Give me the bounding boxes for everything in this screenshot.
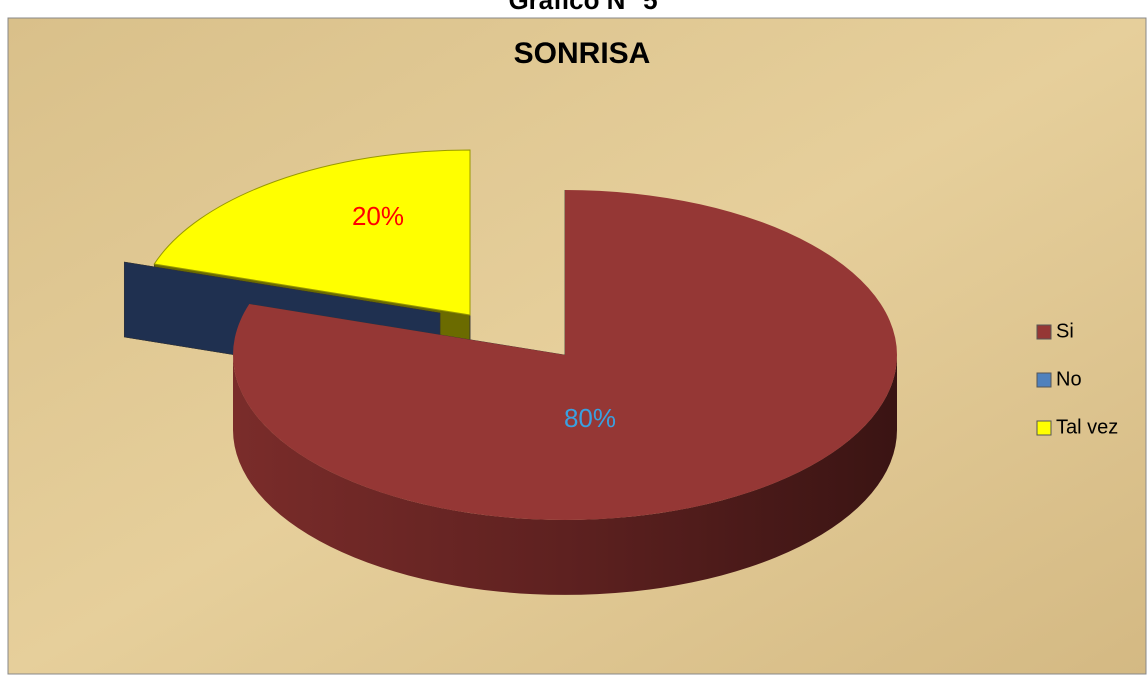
legend-label: No (1056, 368, 1082, 390)
data-label: 20% (352, 201, 404, 231)
heading: Gráfico N° 5 (508, 0, 657, 15)
slice (233, 190, 898, 595)
legend-label: Si (1056, 320, 1074, 342)
legend-swatch (1036, 420, 1052, 436)
legend: Si No Tal vez (1036, 320, 1118, 438)
legend-swatch (1036, 324, 1052, 340)
slice-side (233, 355, 897, 595)
legend-swatch (1036, 372, 1052, 388)
legend-label: Tal vez (1056, 416, 1118, 438)
slice-top (233, 190, 898, 520)
slice-top (153, 149, 471, 316)
data-label: 80% (564, 403, 616, 433)
pie: 20% 80% (123, 149, 898, 595)
chart-title: SONRISA (514, 37, 651, 70)
